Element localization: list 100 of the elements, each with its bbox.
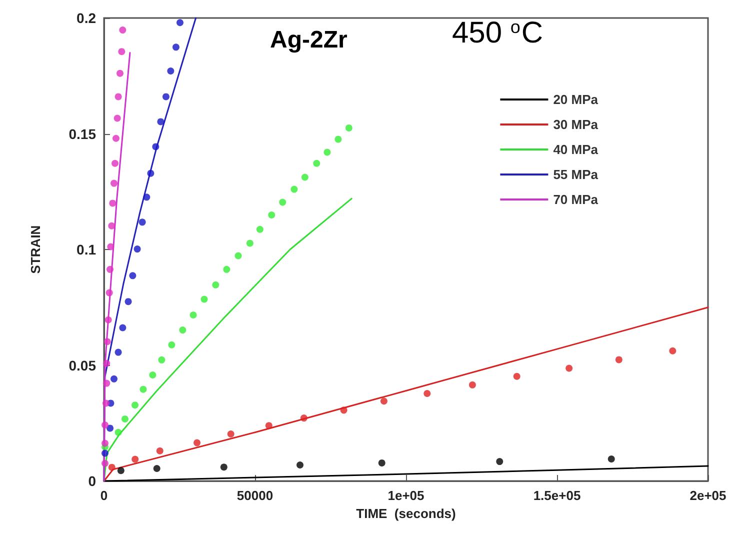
point (220, 464, 228, 471)
point (496, 458, 504, 466)
point (157, 118, 164, 126)
legend-label: 30 MPa (553, 117, 599, 132)
point (234, 252, 242, 260)
point (290, 186, 298, 193)
point (102, 450, 108, 457)
legend-label: 40 MPa (553, 142, 599, 157)
x-tick-label: 1.5e+05 (533, 488, 581, 503)
point (513, 372, 520, 380)
point (110, 180, 118, 187)
point (104, 338, 111, 346)
x-tick-label: 2e+05 (690, 488, 726, 503)
point (117, 467, 124, 474)
point (140, 386, 147, 393)
x-tick-label: 0 (100, 488, 108, 503)
point (227, 430, 234, 438)
point (106, 266, 114, 273)
point (313, 160, 320, 167)
point (118, 48, 126, 56)
point (119, 324, 126, 332)
point (324, 148, 331, 156)
point (106, 424, 114, 432)
point (152, 143, 160, 150)
point (107, 243, 114, 250)
point (106, 289, 113, 296)
point (103, 380, 110, 387)
point (223, 266, 230, 273)
point (246, 240, 254, 247)
point (102, 460, 108, 467)
point (114, 93, 122, 100)
point (256, 226, 264, 233)
point (109, 200, 116, 207)
y-tick-label: 0 (88, 473, 96, 489)
point (156, 447, 164, 454)
point (265, 422, 272, 430)
point (176, 19, 184, 26)
point (102, 440, 108, 447)
point (110, 375, 118, 382)
line-series (103, 198, 352, 482)
point (615, 356, 622, 364)
point (119, 26, 126, 34)
point (112, 160, 118, 167)
y-axis-title: STRAIN (28, 225, 43, 274)
point (172, 44, 180, 51)
point (153, 465, 160, 472)
y-tick-label: 0.15 (68, 126, 96, 142)
point (200, 296, 208, 303)
chart-title: Ag-2Zr (270, 26, 348, 54)
point (212, 281, 220, 288)
y-tick-label: 0.1 (76, 242, 96, 258)
legend-label: 20 MPa (553, 92, 599, 107)
line-series (103, 52, 131, 482)
point (147, 170, 154, 177)
x-tick-label: 1e+05 (388, 488, 424, 503)
point (124, 298, 132, 306)
point (168, 341, 176, 348)
legend-label: 70 MPa (553, 192, 599, 207)
y-tick-label: 0.05 (68, 357, 96, 374)
point (102, 421, 108, 428)
point (345, 124, 352, 132)
legend-label: 55 MPa (553, 167, 599, 182)
point (143, 194, 150, 201)
point (108, 222, 116, 230)
point (104, 316, 112, 324)
point (108, 464, 116, 471)
point (424, 390, 431, 397)
point (131, 402, 138, 409)
point (114, 114, 121, 122)
point (334, 136, 342, 143)
point (116, 70, 124, 77)
point (114, 428, 122, 436)
point (268, 212, 276, 219)
point (669, 347, 676, 354)
point (162, 93, 170, 100)
point (378, 459, 386, 466)
point (134, 246, 141, 253)
point (158, 356, 166, 364)
x-axis-title: TIME (seconds) (356, 506, 456, 521)
point (167, 68, 174, 75)
point (380, 398, 388, 405)
point (190, 312, 197, 319)
point (296, 462, 304, 469)
point (566, 364, 573, 372)
point (340, 406, 348, 414)
point (301, 174, 308, 181)
point (138, 218, 146, 226)
point (102, 400, 110, 407)
x-tick-label: 50000 (236, 488, 274, 503)
point (279, 198, 286, 206)
point (132, 456, 139, 463)
point (179, 326, 186, 334)
point (103, 360, 110, 367)
point (129, 272, 136, 280)
point (194, 439, 201, 446)
point (300, 414, 308, 422)
point (121, 415, 128, 422)
point (608, 456, 615, 463)
point (112, 134, 120, 142)
point (114, 348, 122, 356)
